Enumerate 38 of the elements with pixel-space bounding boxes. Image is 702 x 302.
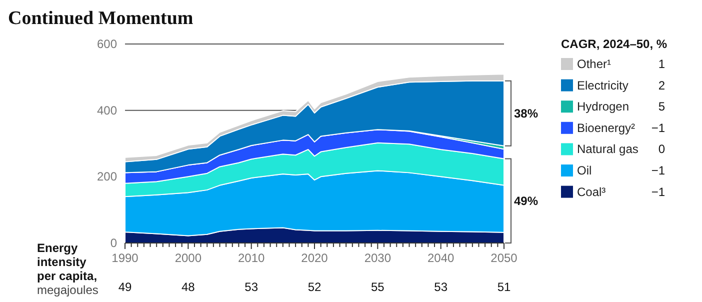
legend-label: Natural gas <box>577 142 638 156</box>
text: −1 <box>651 164 666 178</box>
text: 5 <box>658 100 666 114</box>
chart-title: Continued Momentum <box>8 8 194 29</box>
text: Energy intensity per capita, <box>37 241 98 283</box>
x-tick-label: 2020 <box>301 251 328 265</box>
x-tick-label: 2010 <box>238 251 266 265</box>
y-tick-label: 200 <box>96 170 118 184</box>
text: 2 <box>658 78 666 92</box>
legend-label: Oil <box>577 164 592 178</box>
data-label: 49 <box>118 280 132 294</box>
text: −1 <box>651 184 666 199</box>
text: 0 <box>658 142 666 156</box>
y-tick-label: 0 <box>110 236 118 250</box>
legend-label: Hydrogen <box>577 100 630 114</box>
data-label: 53 <box>244 280 258 294</box>
legend-label: Coal³ <box>577 184 606 199</box>
data-label: 48 <box>181 280 196 294</box>
text: 1 <box>658 57 666 71</box>
x-tick-label: 1990 <box>112 251 139 265</box>
legend-label: Electricity <box>577 78 628 92</box>
text: megajoules <box>37 283 98 297</box>
text: −1 <box>651 120 666 135</box>
x-tick-label: 2040 <box>427 251 455 265</box>
text: 49% <box>514 194 538 208</box>
legend-label: Other¹ <box>577 57 612 71</box>
data-label: 53 <box>434 280 448 294</box>
legend-label: Bioenergy² <box>577 120 636 135</box>
x-tick-label: 2050 <box>490 251 518 265</box>
legend-title: CAGR, 2024–50, % <box>561 37 668 51</box>
text: 38% <box>514 106 538 120</box>
data-label: 52 <box>308 280 322 294</box>
data-label: 51 <box>497 280 511 294</box>
y-tick-label: 600 <box>96 37 118 51</box>
x-tick-label: 2000 <box>174 251 202 265</box>
x-tick-label: 2030 <box>364 251 392 265</box>
y-tick-label: 400 <box>96 103 118 118</box>
data-label: 55 <box>370 280 385 294</box>
